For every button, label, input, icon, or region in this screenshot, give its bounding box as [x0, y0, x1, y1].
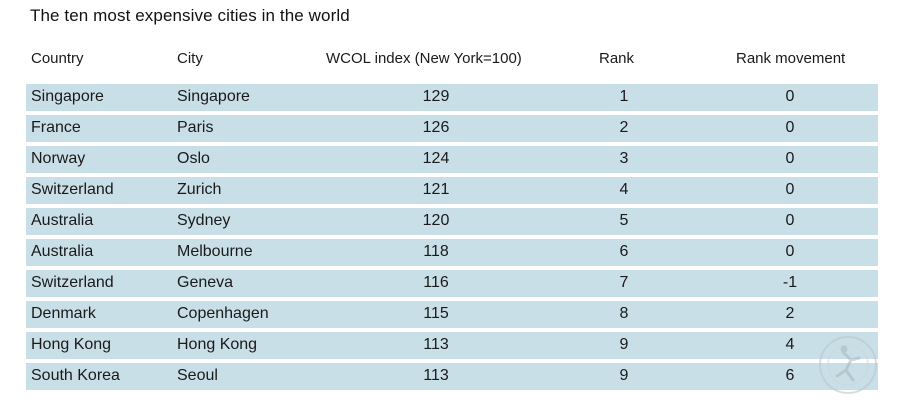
cell-country: Switzerland	[31, 181, 114, 198]
cell-rank-movement: 0	[785, 150, 795, 167]
cell-city: Zurich	[177, 181, 222, 198]
table-row: Switzerland Geneva 116 7 -1	[26, 270, 878, 297]
cell-rank: 9	[619, 367, 629, 384]
cell-country: France	[31, 119, 81, 136]
cell-wcol-index: 129	[422, 88, 450, 105]
cell-country: Australia	[31, 243, 94, 260]
cell-wcol-index: 113	[423, 367, 449, 384]
cell-rank-movement: 0	[785, 212, 795, 229]
cell-rank: 8	[619, 305, 629, 322]
cell-city: Oslo	[177, 150, 210, 167]
cell-city: Melbourne	[177, 243, 253, 260]
cell-rank: 9	[619, 336, 629, 353]
cell-city: Singapore	[177, 88, 250, 105]
cell-country: Switzerland	[31, 274, 114, 291]
cell-rank: 1	[619, 88, 629, 105]
header-city: City	[177, 50, 203, 67]
cell-rank-movement: 6	[785, 367, 795, 384]
cell-rank: 2	[619, 119, 629, 136]
cell-rank-movement: 2	[785, 305, 795, 322]
cell-city: Seoul	[177, 367, 218, 384]
cell-rank: 5	[619, 212, 629, 229]
table-row: France Paris 126 2 0	[26, 115, 878, 142]
table-row: Australia Sydney 120 5 0	[26, 208, 878, 235]
cell-rank: 7	[619, 274, 629, 291]
cell-city: Sydney	[177, 212, 231, 229]
chart-title: The ten most expensive cities in the wor…	[30, 6, 350, 25]
header-rank-movement: Rank movement	[736, 50, 846, 67]
cell-wcol-index: 118	[423, 243, 449, 260]
header-index: WCOL index (New York=100)	[326, 50, 522, 67]
cell-rank-movement: 0	[785, 181, 795, 198]
cell-wcol-index: 116	[423, 274, 449, 291]
cell-country: Denmark	[31, 305, 96, 322]
cities-table: Country City WCOL index (New York=100) R…	[26, 44, 878, 394]
cell-city: Copenhagen	[177, 305, 269, 322]
cell-wcol-index: 126	[422, 119, 450, 136]
cell-wcol-index: 124	[422, 150, 450, 167]
table-row: Singapore Singapore 129 1 0	[26, 84, 878, 111]
table-row: Norway Oslo 124 3 0	[26, 146, 878, 173]
cell-city: Paris	[177, 119, 214, 136]
table-row: Denmark Copenhagen 115 8 2	[26, 301, 878, 328]
cell-country: Norway	[31, 150, 86, 167]
table-row: Hong Kong Hong Kong 113 9 4	[26, 332, 878, 359]
cell-rank-movement: 0	[785, 243, 795, 260]
header-country: Country	[31, 50, 84, 67]
cell-wcol-index: 121	[422, 181, 450, 198]
header-rank: Rank	[599, 50, 635, 67]
cell-rank: 4	[619, 181, 629, 198]
table-body: Singapore Singapore 129 1 0 France Paris 126 2 0 N…	[26, 84, 878, 390]
cell-wcol-index: 115	[423, 305, 449, 322]
cell-rank-movement: 4	[785, 336, 795, 353]
cell-rank-movement: -1	[782, 274, 798, 291]
cell-country: South Korea	[31, 367, 120, 384]
runner-logo-icon	[819, 336, 877, 394]
cell-rank: 3	[619, 150, 629, 167]
cell-wcol-index: 113	[423, 336, 449, 353]
cell-country: Hong Kong	[31, 336, 112, 353]
table-row: Australia Melbourne 118 6 0	[26, 239, 878, 266]
cell-city: Hong Kong	[177, 336, 258, 353]
table-header: Country City WCOL index (New York=100) R…	[26, 44, 878, 84]
cell-country: Australia	[31, 212, 94, 229]
cell-rank: 6	[619, 243, 629, 260]
cell-wcol-index: 120	[422, 212, 450, 229]
table-row: South Korea Seoul 113 9 6	[26, 363, 878, 390]
cell-rank-movement: 0	[785, 119, 795, 136]
cell-city: Geneva	[177, 274, 234, 291]
cell-rank-movement: 0	[785, 88, 795, 105]
cell-country: Singapore	[31, 88, 104, 105]
table-row: Switzerland Zurich 121 4 0	[26, 177, 878, 204]
